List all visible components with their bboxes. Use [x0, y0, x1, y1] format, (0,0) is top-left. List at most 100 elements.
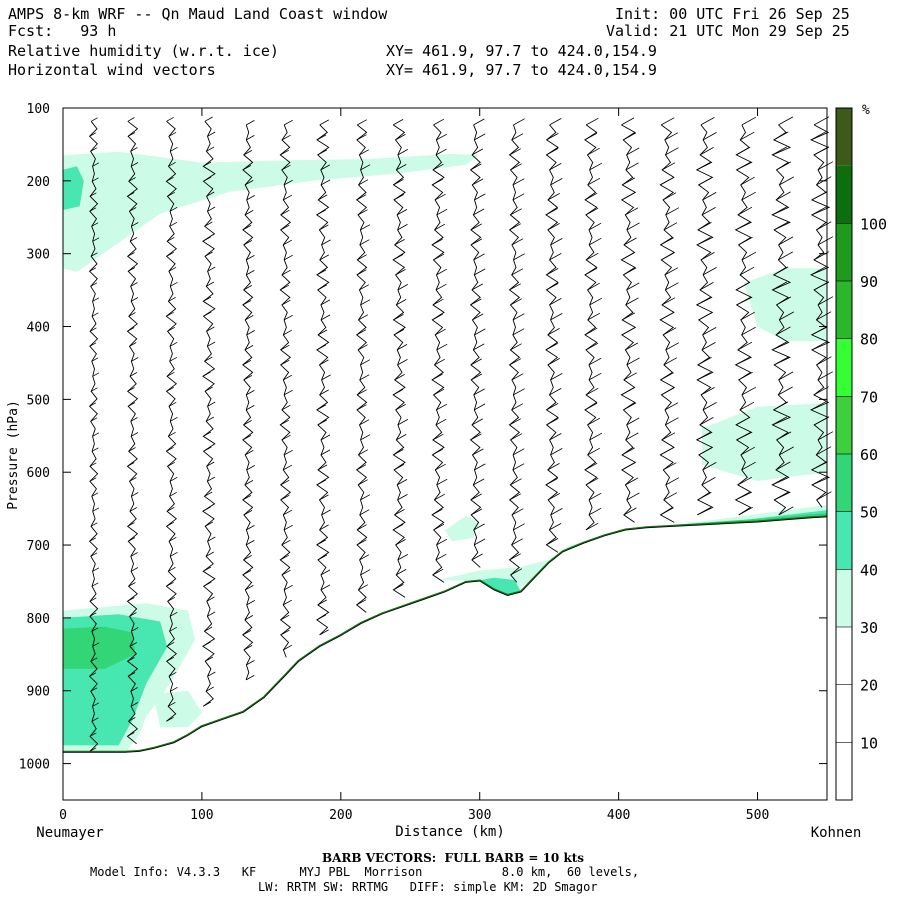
colorbar-label: 60 — [860, 446, 878, 464]
barb-feather — [92, 642, 100, 647]
barb-feather — [585, 207, 599, 216]
barb-feather — [92, 702, 100, 707]
barb-feather — [661, 387, 675, 396]
barb-feather — [130, 237, 138, 242]
barb-feather — [129, 477, 137, 482]
barb-feather — [778, 236, 794, 246]
barb-feather — [359, 239, 370, 246]
barb-feather — [817, 161, 834, 171]
barb-feather — [702, 267, 717, 276]
xy-range-rh: XY= 461.9, 97.7 to 424.0,154.9 — [386, 42, 657, 60]
barb-feather — [131, 627, 139, 632]
barb-feather — [664, 132, 679, 141]
y-tick-label: 300 — [27, 248, 50, 263]
barb-feather — [127, 327, 135, 332]
barb-feather — [585, 477, 599, 486]
barb-feather — [283, 374, 292, 381]
barb-feather — [816, 221, 832, 231]
barb-feather — [128, 312, 136, 317]
barb-feather — [550, 373, 563, 381]
barb-feather — [585, 342, 599, 351]
barb-feather — [317, 554, 328, 561]
barb-feather — [356, 134, 367, 141]
barb-feather — [92, 567, 100, 572]
barb-feather — [129, 372, 138, 377]
barb-feather — [394, 374, 405, 381]
barb-feather — [589, 237, 602, 246]
barb-feather — [735, 416, 751, 426]
barb-feather — [433, 253, 445, 261]
barb-feather — [128, 177, 136, 182]
barb-feather — [170, 146, 178, 152]
barb-feather — [697, 357, 712, 366]
barb-feather — [663, 492, 677, 501]
colorbar-unit: % — [862, 103, 870, 118]
barb-feather — [816, 311, 832, 321]
barb-feather — [319, 389, 329, 396]
barb-feather — [665, 417, 679, 426]
barb-feather — [128, 267, 136, 272]
barb-feather — [588, 357, 602, 366]
y-axis-label: Pressure (hPa) — [6, 400, 21, 510]
barb-feather — [473, 208, 485, 216]
barb-feather — [470, 163, 482, 171]
barb-feather — [512, 178, 525, 186]
barb-feather — [92, 177, 99, 182]
barb-column-0 — [88, 117, 100, 752]
barb-feather — [661, 432, 676, 441]
barb-feather — [317, 329, 328, 336]
barb-feather — [510, 433, 523, 441]
barb-feather — [131, 297, 139, 302]
barb-feather — [92, 432, 100, 437]
barb-feather — [246, 135, 255, 141]
y-tick-label: 200 — [27, 175, 50, 190]
barb-feather — [316, 614, 327, 621]
barb-feather — [356, 269, 367, 276]
barb-feather — [698, 177, 713, 186]
barb-feather — [357, 209, 368, 216]
barb-feather — [697, 492, 712, 501]
barb-feather — [626, 357, 640, 366]
barb-feather — [587, 147, 600, 156]
barb-feather — [321, 509, 331, 516]
barb-feather — [91, 117, 98, 122]
barb-feather — [281, 569, 291, 576]
barb-feather — [737, 206, 753, 216]
barb-column-13 — [584, 117, 602, 531]
barb-feather — [811, 191, 827, 201]
barb-feather — [662, 192, 677, 201]
barb-feather — [626, 282, 640, 291]
barb-staff — [392, 124, 406, 598]
barb-feather — [92, 507, 100, 512]
barb-feather — [167, 461, 175, 467]
barb-feather — [280, 224, 290, 231]
barb-feather — [359, 554, 370, 561]
barb-column-4 — [242, 120, 255, 681]
barb-feather — [778, 116, 794, 126]
barb-staff — [126, 120, 139, 745]
barb-feather — [284, 254, 293, 261]
barb-feather — [360, 434, 371, 441]
barb-feather — [395, 539, 406, 546]
barb-feather — [776, 296, 792, 306]
barb-feather — [281, 164, 291, 171]
barb-feather — [360, 299, 371, 306]
barb-feather — [698, 447, 713, 456]
barb-feather — [283, 509, 293, 516]
barb-feather — [772, 206, 787, 216]
barb-staff — [315, 124, 330, 636]
barb-feather — [129, 207, 137, 212]
barb-feather — [549, 118, 562, 126]
barb-feather — [545, 478, 558, 486]
barb-feather — [776, 161, 792, 171]
barb-feather — [435, 463, 446, 471]
barb-feather — [511, 268, 524, 276]
colorbar-segment — [836, 165, 852, 224]
barb-feather — [397, 554, 408, 561]
barb-feather — [316, 134, 327, 141]
ground-fill — [63, 517, 827, 800]
colorbar-segment — [836, 223, 852, 281]
barb-staff — [584, 124, 598, 531]
barb-feather — [202, 236, 211, 242]
x-start-label: Neumayer — [36, 825, 103, 841]
